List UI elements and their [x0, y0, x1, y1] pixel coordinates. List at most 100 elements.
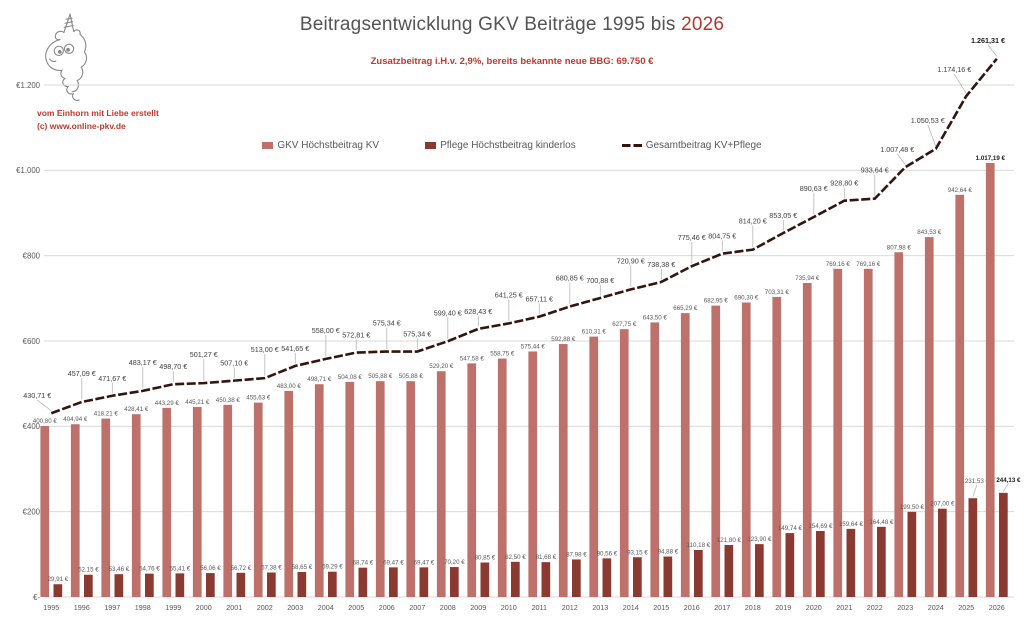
label-gesamt-1996: 457,09 €: [68, 369, 96, 378]
label-pflege-2005: 68,74 €: [353, 560, 374, 567]
label-gesamt-2007: 575,34 €: [403, 330, 431, 339]
label-pflege-1996: 52,15 €: [78, 567, 99, 574]
y-axis-label: €600: [23, 337, 41, 346]
y-axis-label: €1.200: [16, 81, 41, 90]
bar-pflege-1999: [175, 573, 185, 597]
bar-pflege-1996: [84, 574, 93, 597]
x-axis-label-2003: 2003: [287, 603, 303, 612]
bar-pflege-2021: [846, 528, 856, 597]
label-kv-1997: 418,21 €: [94, 411, 119, 418]
unicorn-pupil-left: [57, 49, 62, 54]
legend-item-pflege: Pflege Höchstbeitrag kinderlos: [425, 140, 576, 151]
chart-title-text: Beitragsentwicklung GKV Beiträge 1995 bi…: [299, 14, 682, 35]
label-kv-2017: 682,95 €: [704, 298, 729, 305]
label-gesamt-2002: 513,00 €: [251, 345, 279, 354]
credit-line2: (c) www.online-pkv.de: [37, 121, 126, 131]
label-kv-1996: 404,94 €: [63, 416, 88, 423]
label-gesamt-2011: 657,11 €: [526, 295, 553, 304]
y-axis-label: €-: [33, 593, 40, 602]
x-axis-label-2006: 2006: [379, 603, 395, 612]
label-pflege-2019: 149,74 €: [778, 525, 803, 532]
bar-kv-1998: [131, 414, 141, 597]
label-kv-2000: 445,21 €: [185, 399, 210, 406]
label-gesamt-2012: 680,85 €: [556, 274, 584, 283]
leader-gesamt-2023: [896, 153, 906, 165]
bar-kv-2021: [833, 268, 843, 597]
label-gesamt-2009: 628,43 €: [464, 307, 492, 316]
label-pflege-2022: 164,48 €: [869, 519, 894, 526]
label-kv-2022: 769,16 €: [856, 261, 881, 268]
x-axis-label-2014: 2014: [623, 603, 639, 612]
label-kv-2007: 505,88 €: [399, 373, 424, 380]
label-kv-2026: 1.017,19 €: [976, 155, 1006, 162]
x-axis-label-1999: 1999: [165, 603, 181, 612]
label-kv-2003: 483,00 €: [277, 383, 302, 390]
label-kv-2010: 558,75 €: [490, 351, 515, 358]
bar-kv-2018: [741, 302, 751, 597]
label-pflege-2016: 110,18 €: [687, 542, 711, 549]
bar-kv-2017: [711, 305, 721, 597]
label-pflege-2009: 80,85 €: [475, 555, 496, 562]
bar-kv-2015: [650, 322, 660, 597]
bar-kv-2003: [284, 390, 294, 597]
bar-pflege-2016: [694, 549, 703, 597]
label-gesamt-2004: 558,00 €: [312, 326, 340, 335]
legend-label-kv: GKV Höchstbeitrag KV: [277, 140, 380, 151]
bar-pflege-2015: [663, 556, 673, 597]
label-gesamt-2021: 928,80 €: [830, 179, 858, 188]
x-axis-label-2024: 2024: [928, 603, 944, 612]
x-axis-label-2023: 2023: [897, 603, 913, 612]
label-pflege-2012: 87,98 €: [566, 551, 587, 558]
label-kv-1998: 428,41 €: [124, 406, 149, 413]
bar-pflege-2007: [419, 567, 429, 597]
x-axis-label-2026: 2026: [989, 603, 1005, 612]
x-axis-label-2010: 2010: [501, 603, 517, 612]
y-axis-label: €400: [23, 422, 41, 431]
label-pflege-2017: 121,80 €: [717, 537, 742, 544]
bar-pflege-1998: [145, 573, 154, 597]
bar-pflege-2008: [450, 567, 459, 597]
label-kv-2006: 505,88 €: [368, 373, 393, 380]
x-axis-label-2008: 2008: [440, 603, 456, 612]
bar-pflege-2002: [267, 572, 276, 597]
label-kv-2013: 610,31 €: [582, 329, 607, 336]
label-kv-2024: 843,53 €: [917, 229, 942, 236]
bar-kv-2023: [894, 252, 904, 597]
label-gesamt-2000: 501,27 €: [190, 350, 218, 359]
bar-kv-2012: [558, 344, 568, 597]
unicorn-head: [45, 39, 80, 101]
bar-pflege-2022: [877, 526, 886, 597]
bar-pflege-2017: [724, 545, 734, 597]
bar-kv-2007: [406, 381, 416, 597]
label-gesamt-2010: 641,25 €: [495, 290, 523, 299]
label-pflege-2010: 82,50 €: [505, 554, 526, 561]
label-kv-2025: 942,64 €: [948, 187, 973, 194]
x-axis-label-2007: 2007: [409, 603, 425, 612]
label-kv-2018: 690,30 €: [734, 294, 759, 301]
label-gesamt-2019: 853,05 €: [769, 211, 797, 220]
label-gesamt-1997: 471,67 €: [98, 374, 126, 383]
bar-kv-2005: [345, 381, 355, 597]
label-pflege-2006: 69,47 €: [383, 559, 404, 566]
label-gesamt-2018: 814,20 €: [739, 217, 767, 226]
label-gesamt-2014: 720,90 €: [617, 256, 645, 265]
x-axis-label-2004: 2004: [318, 603, 334, 612]
label-pflege-2001: 56,72 €: [231, 565, 252, 572]
label-pflege-2014: 93,15 €: [627, 549, 648, 556]
unicorn-ear-left: [54, 30, 65, 41]
x-axis-label-2005: 2005: [348, 603, 364, 612]
label-kv-2020: 735,94 €: [795, 275, 820, 282]
bar-pflege-2020: [816, 530, 825, 597]
label-kv-2008: 529,20 €: [429, 363, 454, 370]
bar-kv-2014: [619, 329, 629, 597]
label-gesamt-1998: 483,17 €: [129, 358, 157, 367]
credit-line1: vom Einhorn mit Liebe erstellt: [37, 108, 159, 118]
leader-gesamt-2025: [953, 73, 967, 94]
bar-pflege-2018: [755, 544, 764, 597]
bar-pflege-1995: [53, 584, 63, 597]
x-axis-label-1998: 1998: [135, 603, 151, 612]
x-axis-label-1997: 1997: [104, 603, 120, 612]
label-kv-2002: 455,63 €: [246, 395, 271, 402]
x-axis-label-2013: 2013: [592, 603, 608, 612]
